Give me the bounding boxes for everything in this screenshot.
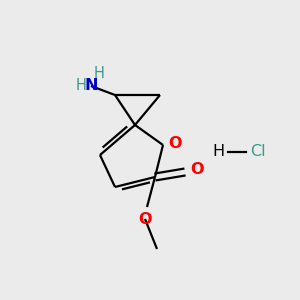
Text: N: N <box>84 79 98 94</box>
Text: O: O <box>190 163 204 178</box>
Text: H: H <box>212 145 224 160</box>
Text: O: O <box>168 136 182 151</box>
Text: O: O <box>138 212 152 226</box>
Text: Cl: Cl <box>250 145 266 160</box>
Text: H: H <box>94 67 104 82</box>
Text: H: H <box>76 79 86 94</box>
